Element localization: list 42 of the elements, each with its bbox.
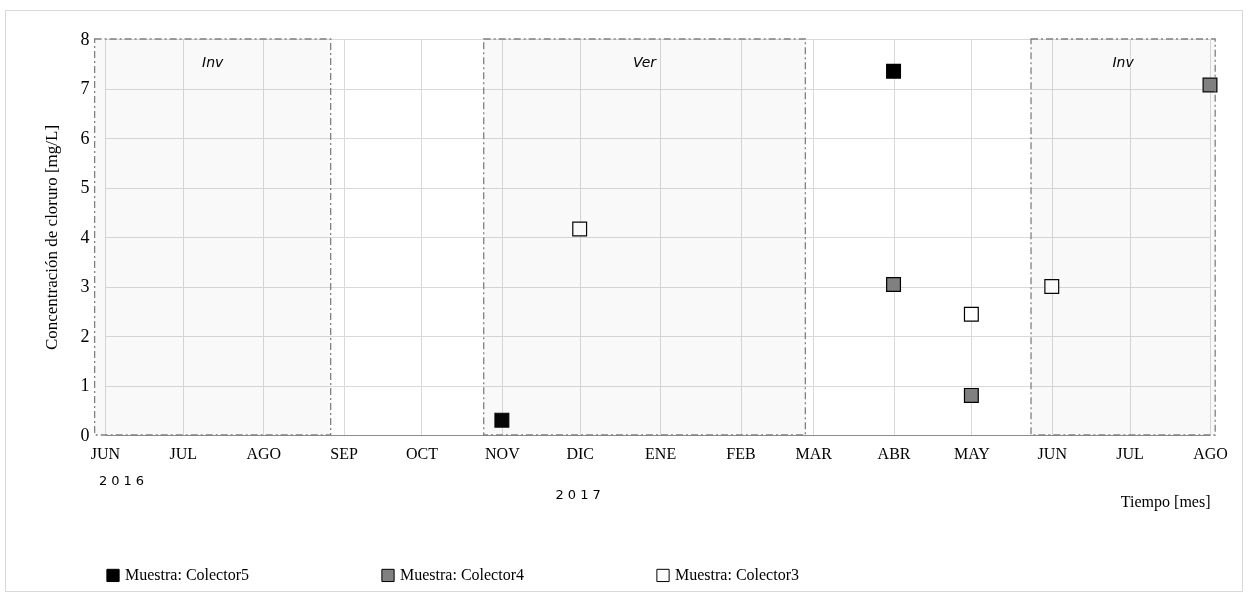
x-tick-label: JUL bbox=[169, 444, 198, 462]
point bbox=[963, 387, 979, 403]
x-tick-label: FEB bbox=[726, 444, 756, 462]
text: 2017 bbox=[555, 487, 605, 502]
point bbox=[963, 306, 979, 322]
band-label: Inv bbox=[202, 54, 224, 70]
band-label: Inv bbox=[1112, 54, 1135, 70]
x-tick-label: DIC bbox=[566, 444, 594, 462]
band-label: Ver bbox=[632, 54, 658, 70]
legend-label: Muestra: Colector4 bbox=[400, 566, 524, 584]
y-tick-label: 2 bbox=[80, 325, 90, 346]
y-tick-label: 6 bbox=[80, 127, 90, 148]
y-axis-title: Concentración de cloruro [mg/L] bbox=[41, 124, 61, 351]
y-tick-label: 1 bbox=[80, 375, 90, 395]
legend-label: Muestra: Colector3 bbox=[675, 566, 799, 584]
x-tick-label: AGO bbox=[246, 444, 282, 462]
y-tick-label: 7 bbox=[80, 78, 90, 98]
x-tick-label: NOV bbox=[485, 444, 521, 462]
x-tick-label: JUN bbox=[1037, 444, 1068, 462]
point bbox=[886, 63, 902, 79]
point bbox=[494, 412, 510, 428]
point bbox=[886, 277, 902, 293]
y-tick-label: 8 bbox=[80, 28, 90, 49]
x-tick-label: AGO bbox=[1193, 444, 1228, 462]
y-tick-label: 3 bbox=[80, 276, 90, 296]
x-tick-label: MAY bbox=[953, 444, 991, 462]
point bbox=[572, 221, 588, 237]
point bbox=[1044, 279, 1060, 294]
x-tick-label: JUN bbox=[90, 444, 121, 462]
point bbox=[1202, 77, 1218, 93]
text: 2016 bbox=[99, 473, 149, 488]
x-tick-label: JUL bbox=[1116, 444, 1144, 462]
x-tick-label: ENE bbox=[645, 444, 677, 462]
y-tick-label: 4 bbox=[80, 226, 90, 247]
legend-label: Muestra: Colector5 bbox=[125, 566, 249, 584]
x-axis-title: Tiempo [mes] bbox=[1120, 492, 1211, 511]
x-tick-label: MAR bbox=[795, 444, 833, 462]
x-tick-label: OCT bbox=[405, 444, 439, 462]
y-tick-label: 0 bbox=[80, 424, 90, 445]
x-tick-label: ABR bbox=[877, 444, 911, 462]
y-tick-label: 5 bbox=[80, 177, 90, 197]
x-tick-label: SEP bbox=[330, 444, 359, 462]
